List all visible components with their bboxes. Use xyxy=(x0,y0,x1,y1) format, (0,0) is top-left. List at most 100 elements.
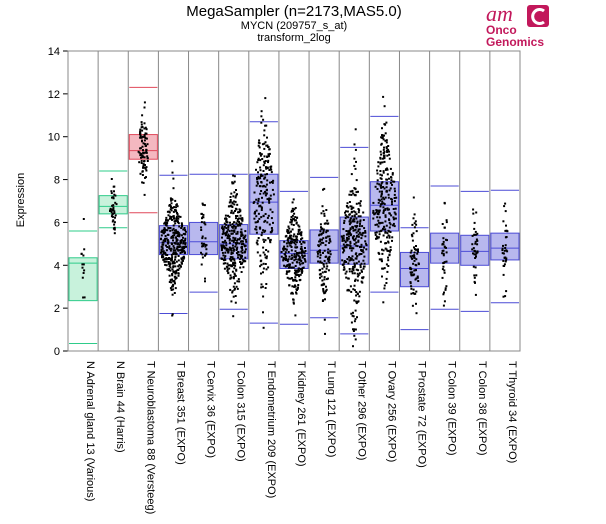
sample-point xyxy=(286,230,289,233)
sample-point xyxy=(502,259,505,262)
sample-point xyxy=(230,209,233,212)
sample-point xyxy=(111,213,114,216)
sample-point xyxy=(170,281,173,284)
sample-point xyxy=(258,139,261,142)
sample-point xyxy=(376,223,379,226)
sample-point xyxy=(112,197,115,200)
sample-point xyxy=(262,271,264,274)
sample-point xyxy=(383,157,386,160)
sample-point xyxy=(325,231,328,234)
sample-point xyxy=(176,219,179,222)
sample-point xyxy=(505,290,508,293)
sample-point xyxy=(264,194,267,197)
sample-point xyxy=(352,311,354,314)
sample-point xyxy=(345,215,348,218)
sample-point xyxy=(291,214,294,217)
sample-point xyxy=(176,246,179,248)
sample-point xyxy=(378,190,381,193)
sample-point xyxy=(381,190,383,193)
sample-point xyxy=(395,196,398,199)
sample-point xyxy=(141,156,144,159)
sample-point xyxy=(182,236,184,239)
sample-point xyxy=(224,255,227,258)
sample-point xyxy=(382,227,384,230)
sample-point xyxy=(294,314,297,317)
sample-point xyxy=(322,237,325,240)
sample-point xyxy=(228,267,231,270)
sample-point xyxy=(221,236,223,239)
sample-point xyxy=(242,266,245,269)
sample-point xyxy=(172,251,175,254)
sample-point xyxy=(83,248,86,251)
sample-point xyxy=(363,265,366,268)
sample-point xyxy=(346,233,349,236)
sample-point xyxy=(170,258,173,260)
sample-point xyxy=(327,277,329,280)
sample-point xyxy=(381,275,383,278)
sample-point xyxy=(294,276,297,279)
sample-point xyxy=(416,275,419,278)
sample-point xyxy=(204,237,207,240)
sample-point xyxy=(285,272,288,275)
sample-point xyxy=(363,262,366,265)
sample-point xyxy=(240,255,243,257)
sample-point xyxy=(177,246,180,248)
sample-point xyxy=(381,248,383,251)
sample-point xyxy=(228,238,231,241)
sample-point xyxy=(143,166,146,169)
sample-point xyxy=(237,224,240,226)
sample-point xyxy=(342,237,345,240)
sample-point xyxy=(299,240,302,243)
sample-point xyxy=(359,219,362,222)
sample-point xyxy=(328,261,331,264)
sample-point xyxy=(111,204,114,207)
sample-point xyxy=(380,258,383,261)
sample-point xyxy=(231,256,234,259)
sample-point xyxy=(83,296,86,299)
sample-point xyxy=(327,248,330,251)
sample-point xyxy=(381,252,384,255)
sample-point xyxy=(344,214,347,217)
sample-point xyxy=(165,264,168,267)
sample-point xyxy=(241,233,244,236)
sample-point xyxy=(323,318,326,321)
sample-point xyxy=(416,249,419,252)
sample-point xyxy=(170,253,173,256)
sample-point xyxy=(265,268,268,271)
sample-point xyxy=(351,206,354,209)
sample-point xyxy=(241,261,244,264)
sample-point xyxy=(269,208,272,211)
sample-point xyxy=(263,147,266,150)
sample-point xyxy=(347,262,350,265)
sample-point xyxy=(303,241,306,244)
sample-point xyxy=(383,160,386,163)
sample-point xyxy=(182,259,184,262)
sample-point xyxy=(240,235,243,237)
sample-point xyxy=(304,247,306,249)
sample-point xyxy=(112,196,115,199)
sample-point xyxy=(384,214,387,217)
sample-point xyxy=(326,235,329,238)
sample-point xyxy=(260,272,262,275)
sample-point xyxy=(354,128,357,131)
sample-point xyxy=(232,221,235,224)
sample-point xyxy=(272,193,275,196)
logo-mark: am xyxy=(486,1,513,26)
sample-point xyxy=(323,276,326,279)
sample-point xyxy=(299,279,302,281)
sample-point xyxy=(240,271,243,273)
sample-point xyxy=(173,262,176,264)
sample-point xyxy=(140,156,142,159)
sample-point xyxy=(355,300,358,303)
sample-point xyxy=(352,220,355,223)
sample-point xyxy=(238,223,241,226)
sample-point xyxy=(115,203,118,206)
sample-point xyxy=(262,251,265,254)
sample-point xyxy=(388,221,391,224)
sample-point xyxy=(357,260,360,263)
sample-point xyxy=(342,243,345,246)
sample-point xyxy=(354,279,356,282)
sample-point xyxy=(244,238,247,241)
sample-point xyxy=(259,192,262,195)
sample-point xyxy=(166,246,169,248)
